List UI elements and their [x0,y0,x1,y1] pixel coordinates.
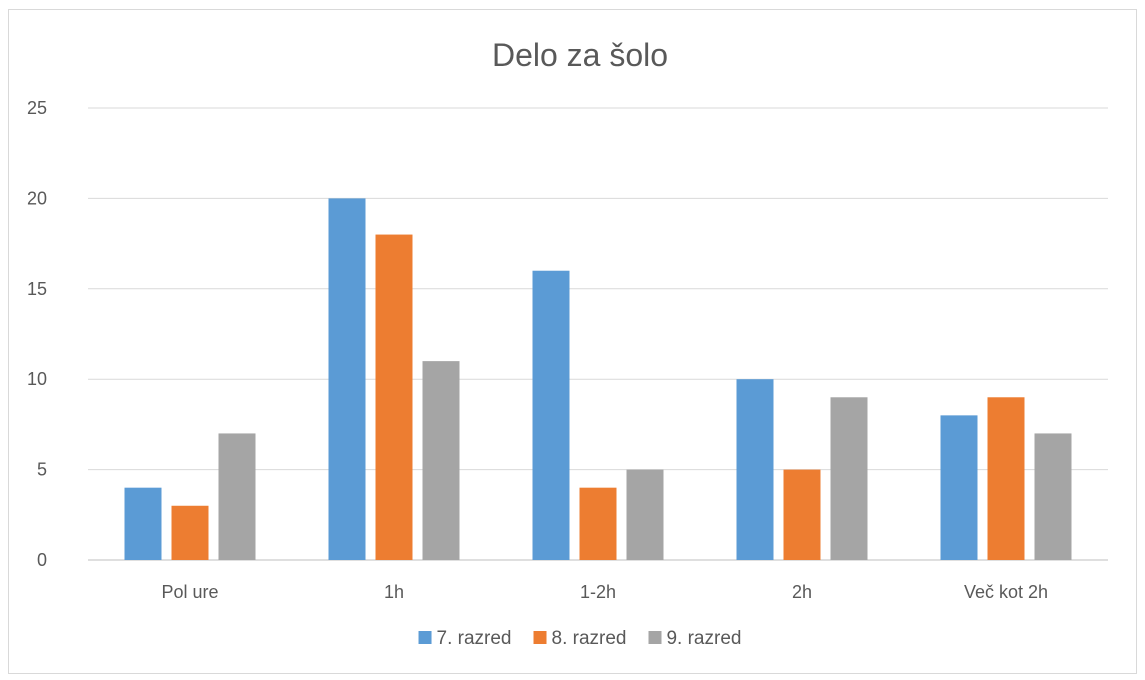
bar [579,487,617,560]
x-category-label: 1-2h [580,582,616,602]
bar [171,505,209,560]
bar [218,433,256,560]
x-axis-categories: Pol ure 1h 1-2h 2h Več kot 2h [161,582,1048,602]
legend-swatch [648,631,662,644]
bar [375,234,413,560]
x-category-label: 2h [792,582,812,602]
y-tick-label: 10 [27,369,47,389]
bar [328,198,366,560]
bar [736,379,774,560]
legend-swatch [418,631,432,644]
chart-border [8,9,1137,674]
bar [422,361,460,560]
y-tick-label: 15 [27,279,47,299]
y-tick-label: 0 [37,550,47,570]
legend-label: 7. razred [437,628,512,649]
bars [124,198,1072,560]
bar [124,487,162,560]
bar [987,397,1025,560]
y-axis-ticks: 0 5 10 15 20 25 [27,98,47,570]
legend-swatch [533,631,547,644]
bar [783,469,821,560]
bar [626,469,664,560]
y-tick-label: 5 [37,460,47,480]
x-category-label: 1h [384,582,404,602]
chart-title: Delo za šolo [492,37,668,73]
bar [830,397,868,560]
y-tick-label: 20 [27,188,47,208]
bar [940,415,978,560]
legend-label: 9. razred [666,628,741,649]
x-category-label: Pol ure [161,582,218,602]
x-category-label: Več kot 2h [964,582,1048,602]
y-tick-label: 25 [27,98,47,118]
bar [1034,433,1072,560]
legend-label: 8. razred [552,628,627,649]
gridlines [88,107,1108,561]
legend: 7. razred 8. razred 9. razred [418,628,741,649]
bar [532,270,570,560]
